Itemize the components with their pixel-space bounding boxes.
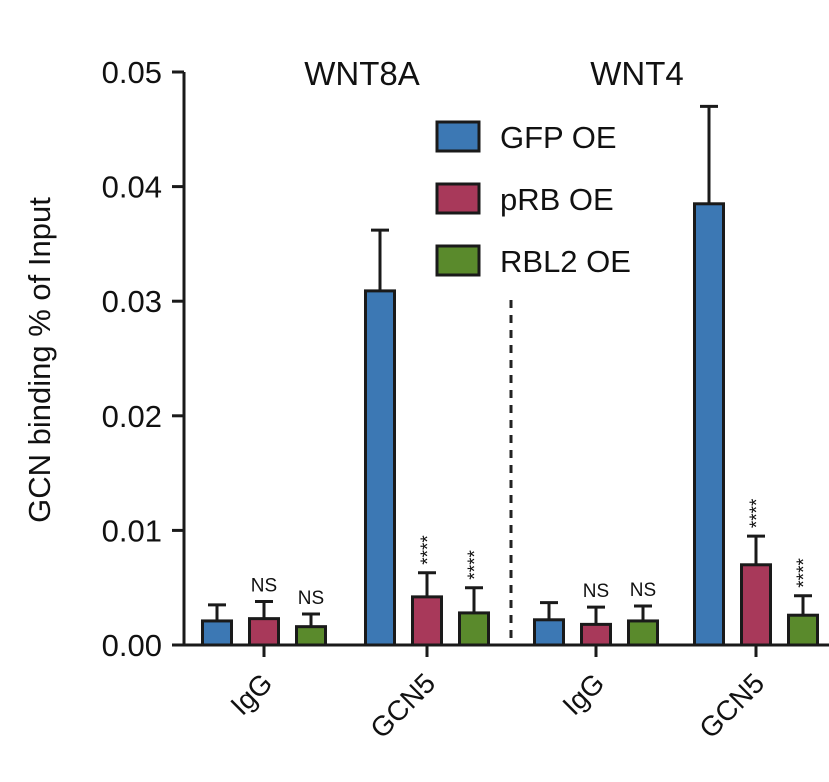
significance-label: NS xyxy=(630,580,656,601)
bar xyxy=(787,613,819,647)
y-tick-label: 0.03 xyxy=(102,284,162,319)
legend-swatch xyxy=(435,182,481,215)
legend-label: RBL2 OE xyxy=(500,244,631,279)
y-tick-label: 0.00 xyxy=(102,628,162,663)
significance-label: **** xyxy=(794,558,815,588)
bar xyxy=(364,289,396,647)
x-tick-label: IgG xyxy=(556,667,610,721)
y-tick-label: 0.05 xyxy=(102,55,162,90)
bar xyxy=(458,611,490,647)
error-bar xyxy=(302,612,320,627)
bar xyxy=(533,618,565,647)
panel-title: WNT4 xyxy=(590,55,684,92)
legend-swatch xyxy=(435,120,481,153)
panel-title: WNT8A xyxy=(304,55,420,92)
bars: NS **** NS **** NS **** NS **** xyxy=(201,104,819,647)
error-bar xyxy=(587,605,605,625)
bar xyxy=(693,202,725,647)
bar xyxy=(295,625,327,647)
y-tick-label: 0.02 xyxy=(102,399,162,434)
significance-label: **** xyxy=(747,498,768,528)
error-bar xyxy=(747,534,765,565)
error-bar xyxy=(371,228,389,291)
y-tick-label: 0.01 xyxy=(102,513,162,548)
x-tick-label: GCN5 xyxy=(364,667,441,744)
error-bar xyxy=(794,594,812,616)
legend-swatch xyxy=(435,244,481,277)
y-axis: 0.00 0.01 0.02 0.03 0.04 0.05 xyxy=(102,55,186,663)
bar xyxy=(201,619,233,647)
error-bar xyxy=(465,586,483,613)
bar xyxy=(740,563,772,647)
y-tick-label: 0.04 xyxy=(102,170,162,205)
error-bar xyxy=(208,603,226,621)
error-bar xyxy=(418,571,436,597)
significance-label: NS xyxy=(298,588,324,609)
error-bar xyxy=(540,601,558,620)
bar xyxy=(248,617,280,647)
significance-label: NS xyxy=(583,581,609,602)
error-bar xyxy=(700,104,718,204)
bar xyxy=(580,622,612,647)
error-bar xyxy=(255,599,273,619)
x-tick-label: GCN5 xyxy=(693,667,770,744)
x-axis: IgG GCN5 IgG GCN5 xyxy=(182,643,829,744)
bar xyxy=(627,619,659,647)
y-axis-label: GCN binding % of Input xyxy=(22,197,57,523)
significance-label: NS xyxy=(251,575,277,596)
error-bar xyxy=(634,604,652,621)
legend-label: GFP OE xyxy=(500,120,617,155)
panel-titles: WNT8A WNT4 xyxy=(304,55,684,92)
bar xyxy=(411,595,443,647)
significance-label: **** xyxy=(418,535,439,565)
significance-label: **** xyxy=(465,550,486,580)
legend-label: pRB OE xyxy=(500,182,614,217)
legend: GFP OE pRB OE RBL2 OE xyxy=(435,120,631,279)
x-tick-label: IgG xyxy=(224,667,278,721)
